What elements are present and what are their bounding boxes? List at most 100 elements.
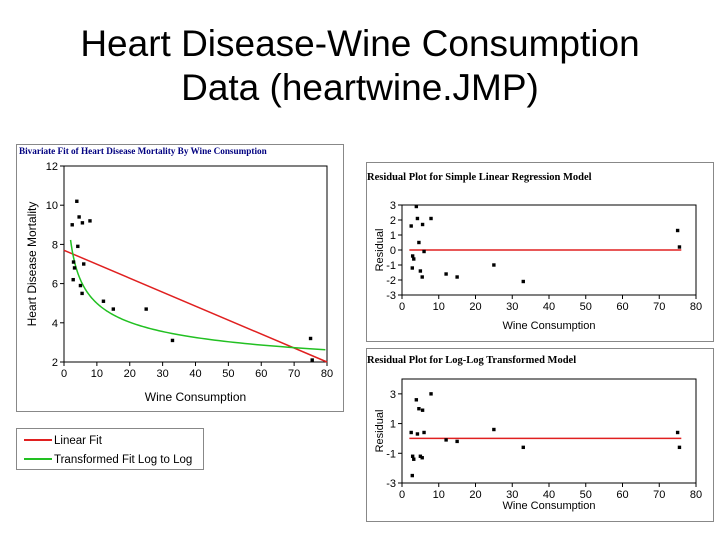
residual-linear-panel: Residual Plot for Simple Linear Regressi… [366,162,714,342]
x-tick-label: 80 [690,301,702,313]
data-point [414,204,419,209]
data-point [492,263,496,267]
y-axis-label: Residual [374,410,386,453]
data-point [415,432,420,436]
data-point [410,454,415,458]
y-tick-label: -1 [386,448,396,460]
bivariate-fit-chart: Bivariate Fit of Heart Disease Mortality… [16,144,344,412]
y-tick-label: 3 [390,200,396,212]
data-point [417,240,421,245]
x-tick-label: 40 [543,489,555,501]
data-point [310,358,314,362]
data-point [412,457,416,461]
x-tick-label: 50 [222,368,234,380]
x-axis-label: Wine Consumption [503,500,596,512]
x-axis-label: Wine Consumption [503,320,596,332]
x-tick-label: 20 [124,368,136,380]
bivariate-title: Bivariate Fit of Heart Disease Mortality… [19,146,267,156]
data-point [410,266,414,270]
data-point [410,254,415,258]
data-point [418,269,423,273]
x-tick-label: 0 [399,301,405,313]
residual-loglog-chart: Residual Plot for Log-Log Transformed Mo… [366,348,714,522]
x-tick-label: 20 [469,301,481,313]
data-point [675,228,680,233]
x-axis-label: Wine Consumption [145,390,246,404]
x-tick-label: 10 [91,368,103,380]
bivariate-frame [16,144,344,412]
data-point [409,430,413,435]
data-point [422,430,426,435]
data-point [78,283,83,288]
y-tick-label: -3 [386,478,396,490]
x-tick-label: 40 [543,301,555,313]
data-point [429,392,433,396]
data-point [417,407,421,411]
y-tick-label: 4 [52,318,58,330]
y-tick-label: 2 [390,215,396,227]
x-tick-label: 70 [653,489,665,501]
y-axis-label: Heart Disease Mortality [25,202,39,327]
y-tick-label: 1 [390,419,396,431]
data-point [422,249,426,254]
y-tick-label: 1 [390,230,396,242]
data-point [420,456,424,460]
data-point [170,338,175,343]
data-point [420,408,425,412]
slide-title-line-1: Heart Disease-Wine Consumption [80,23,640,64]
data-point [76,244,80,249]
x-tick-label: 80 [321,368,333,380]
data-point [521,279,525,284]
residual-linear-frame [366,162,714,342]
data-point [111,307,116,311]
data-point [675,430,680,435]
fit-legend-svg: Linear Fit Transformed Fit Log to Log [16,428,204,470]
y-tick-label: -3 [386,290,396,302]
data-point [444,438,448,442]
x-tick-label: 30 [506,301,518,313]
data-point [72,266,77,270]
x-tick-label: 40 [189,368,201,380]
slide-title-line-2: Data (heartwine.JMP) [181,67,539,108]
x-tick-label: 70 [653,301,665,313]
data-point [455,439,459,444]
data-point [492,427,496,432]
residual-linear-chart: Residual Plot for Simple Linear Regressi… [366,162,714,342]
data-point [414,398,419,402]
data-point [80,291,84,296]
data-point [410,473,414,478]
data-point [521,445,525,450]
data-point [409,224,413,228]
data-point [455,275,459,279]
data-point [144,307,148,311]
data-point [415,216,420,221]
data-point [420,222,425,227]
residual-loglog-title: Residual Plot for Log-Log Transformed Mo… [367,355,576,366]
bivariate-fit-panel: Bivariate Fit of Heart Disease Mortality… [16,144,344,412]
y-tick-label: -2 [386,275,396,287]
data-point [677,445,682,450]
data-point [71,260,76,264]
data-point [88,219,92,223]
y-tick-label: 10 [46,200,58,212]
data-point [75,199,79,203]
x-tick-label: 30 [506,489,518,501]
residual-linear-title: Residual Plot for Simple Linear Regressi… [367,172,592,183]
x-tick-label: 10 [433,489,445,501]
y-tick-label: 3 [390,389,396,401]
legend-label: Linear Fit [54,435,103,447]
y-axis-label: Residual [374,229,386,272]
x-tick-label: 0 [61,368,67,380]
data-point [77,215,81,219]
data-point [308,336,313,341]
data-point [82,262,86,266]
x-tick-label: 50 [580,301,592,313]
x-tick-label: 60 [616,489,628,501]
data-point [71,277,75,282]
linear-fit-line [63,249,328,363]
residual-loglog-frame [366,348,714,522]
legend-label: Transformed Fit Log to Log [54,454,192,466]
y-tick-label: -1 [386,260,396,272]
fit-legend: Linear Fit Transformed Fit Log to Log [16,428,204,470]
x-tick-label: 0 [399,489,405,501]
